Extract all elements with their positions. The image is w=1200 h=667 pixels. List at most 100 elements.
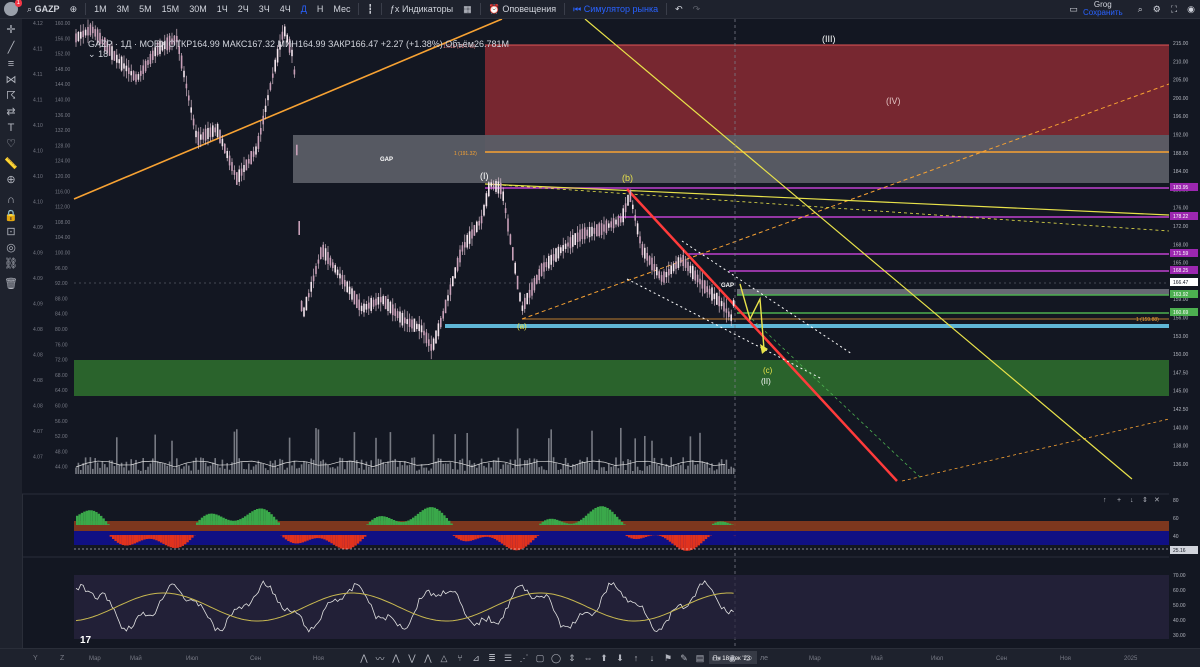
elliott-quick-icon[interactable]: ⋀ [388, 653, 404, 664]
timeframe-1h[interactable]: 1Ч [212, 0, 233, 18]
short-pos-icon[interactable]: ⬇ [612, 653, 628, 664]
tz-z[interactable]: Z [60, 655, 65, 662]
circle-icon[interactable]: ◯ [548, 653, 564, 664]
osc1-bar-negative [688, 535, 690, 551]
path-icon[interactable]: ⋰ [516, 653, 532, 664]
symbol-search[interactable]: ⌕ GAZP [22, 0, 65, 18]
heart-icon[interactable]: ♡ [4, 137, 18, 151]
arrow-up-icon[interactable]: ↑ [628, 653, 644, 663]
candle-body [253, 151, 255, 156]
long-pos-icon[interactable]: ⬆ [596, 653, 612, 664]
trendline-tool-icon[interactable]: ╱ [4, 41, 18, 55]
layout-button[interactable]: ▭ [1064, 0, 1083, 18]
volume-bar [714, 470, 716, 474]
chart-type-button[interactable]: ┇ [362, 0, 377, 18]
templates-button[interactable]: ▦ [458, 0, 477, 18]
timeframe-month[interactable]: Мес [328, 0, 355, 18]
timeframe-30m[interactable]: 30М [184, 0, 212, 18]
pattern-tool-icon[interactable]: ⋈ [4, 73, 18, 87]
search-button[interactable]: ⌕ [1133, 0, 1148, 18]
price-range-icon[interactable]: ⇕ [564, 653, 580, 664]
trash-icon[interactable]: 🗑 [4, 277, 18, 291]
left-tick-label: 4.09 [33, 302, 43, 308]
settings-button[interactable]: ⚙ [1148, 0, 1166, 18]
volume-bar [248, 464, 250, 474]
candle-body [334, 265, 336, 272]
ruler-tool-icon[interactable]: 📏 [4, 157, 18, 171]
volume-bar [224, 469, 226, 474]
inner-tick-label: 120.00 [55, 174, 71, 180]
magnet-tool-icon[interactable]: ∩ [4, 193, 18, 207]
price-chart[interactable]: GAP GAP (III) (IV) (I) (b) (a) (c) (II) … [22, 19, 1200, 649]
timeframe-1m[interactable]: 1М [89, 0, 112, 18]
lock-tool-icon[interactable]: 🔒 [4, 209, 18, 223]
user-avatar[interactable]: 1 [4, 2, 18, 16]
elliott-tool-icon[interactable]: ☈ [4, 89, 18, 103]
note-icon[interactable]: ▭ [708, 653, 724, 664]
crosshair-tool-icon[interactable]: ✛ [4, 23, 18, 37]
timeframe-4h[interactable]: 4Ч [275, 0, 296, 18]
chart-area[interactable]: GAP GAP (III) (IV) (I) (b) (a) (c) (II) … [22, 19, 1200, 649]
volume-bar [104, 464, 106, 474]
volume-bar [270, 461, 272, 474]
timeframe-day[interactable]: Д [296, 0, 312, 18]
projection-tool-icon[interactable]: ⇄ [4, 105, 18, 119]
alerts-button[interactable]: ⏰ Оповещения [484, 0, 561, 18]
legend-toggle-icon[interactable]: ⌄ [88, 49, 96, 59]
osc1-bar-negative [126, 535, 128, 545]
wave-quick-icon[interactable]: 〰 [372, 652, 388, 665]
volume-bar [142, 458, 144, 474]
head-shoulders-icon[interactable]: ⋀ [420, 653, 436, 664]
fib-retrace-icon[interactable]: ≣ [484, 653, 500, 664]
pane-up-icon[interactable]: ↑ [1103, 497, 1107, 504]
indicators-button[interactable]: ƒx Индикаторы [385, 0, 458, 18]
pane-maximize-icon[interactable]: ⇕ [1142, 496, 1148, 504]
timeframe-3m[interactable]: 3М [112, 0, 135, 18]
date-range-icon[interactable]: ⇔ [580, 653, 596, 663]
tz-y[interactable]: Y [33, 655, 38, 662]
timeframe-week[interactable]: Н [312, 0, 329, 18]
highlighter-icon[interactable]: ▤ [692, 653, 708, 664]
pane-add-icon[interactable]: + [1117, 497, 1121, 504]
fork-icon[interactable]: ⑂ [452, 653, 468, 663]
candle-body [565, 244, 567, 249]
volume-bar [697, 464, 699, 474]
lock-drawings-icon[interactable]: ⊡ [4, 225, 18, 239]
eye-icon[interactable]: ◎ [4, 241, 18, 255]
save-button[interactable]: Grog Сохранить [1083, 1, 1123, 17]
arrow-down-icon[interactable]: ↓ [644, 653, 660, 663]
pane-collapse-icon[interactable]: ↓ [1130, 497, 1134, 504]
hidden-label[interactable]: ле [756, 655, 772, 662]
rect-icon[interactable]: ▢ [532, 653, 548, 664]
eye-quick-icon[interactable]: ◉ [724, 653, 740, 664]
pane-controls[interactable]: ↑ + ↓ ⇕ ✕ [1103, 496, 1160, 504]
undo-button[interactable]: ↶ [670, 0, 688, 18]
timeframe-2h[interactable]: 2Ч [233, 0, 254, 18]
compare-symbol-button[interactable]: ⊕ [65, 0, 83, 18]
volume-bar [308, 464, 310, 474]
replay-button[interactable]: ⏮ Симулятор рынка [568, 0, 663, 18]
timeframe-5m[interactable]: 5М [134, 0, 157, 18]
legend-subline[interactable]: ⌄ 18 [88, 49, 509, 60]
abc-quick-icon[interactable]: ⋁ [404, 653, 420, 664]
link-icon[interactable]: ⛓ [4, 257, 18, 271]
snapshot-button[interactable]: ◉ [1182, 0, 1200, 18]
triangle-icon[interactable]: △ [436, 653, 452, 664]
osc1-bar-negative [182, 535, 184, 546]
brush-icon[interactable]: ✎ [676, 653, 692, 664]
timeframe-15m[interactable]: 15М [157, 0, 185, 18]
fib-fan-icon[interactable]: ⊿ [468, 653, 484, 664]
timeframe-3h[interactable]: 3Ч [254, 0, 275, 18]
left-tick-label: 4.09 [33, 251, 43, 257]
fullscreen-button[interactable]: ⛶ [1166, 0, 1182, 18]
flag-icon[interactable]: ⚑ [660, 653, 676, 664]
ellipse-icon[interactable]: ⬭ [740, 653, 756, 664]
fib-ext-icon[interactable]: ☰ [500, 653, 516, 664]
text-tool-icon[interactable]: T [4, 121, 18, 135]
candle-body [668, 269, 670, 275]
pattern-quick-icon[interactable]: ⋀ [356, 653, 372, 664]
redo-button[interactable]: ↷ [688, 0, 706, 18]
pane-close-icon[interactable]: ✕ [1154, 497, 1160, 504]
fib-tool-icon[interactable]: ≡ [4, 57, 18, 71]
zoom-tool-icon[interactable]: ⊕ [4, 173, 18, 187]
